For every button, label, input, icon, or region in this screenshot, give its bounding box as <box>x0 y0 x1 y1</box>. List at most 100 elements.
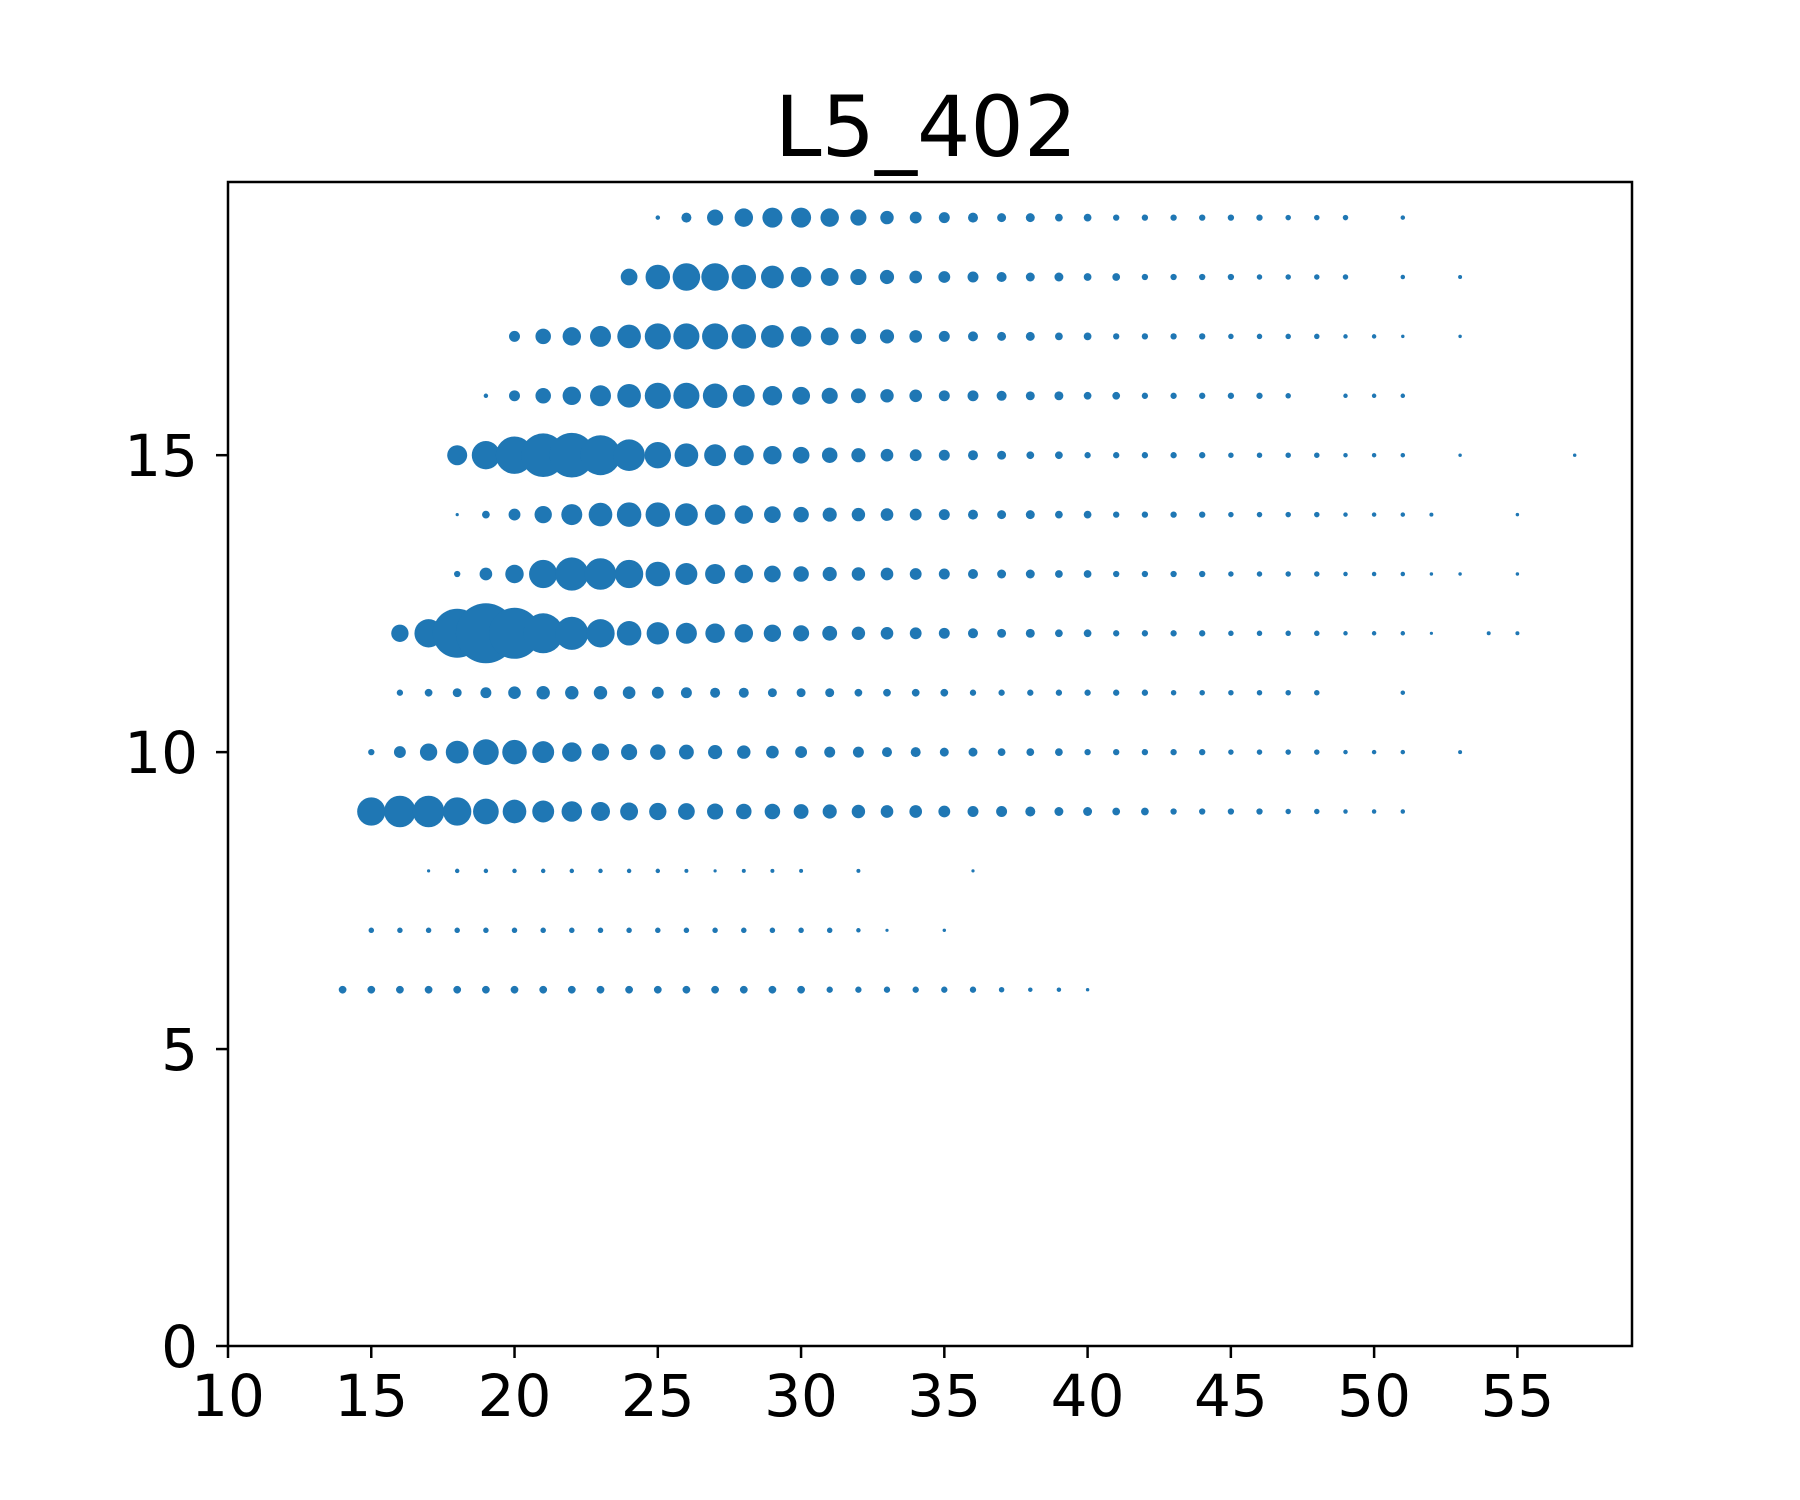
scatter-point <box>508 508 521 521</box>
scatter-point <box>1285 689 1291 696</box>
scatter-point <box>644 382 671 409</box>
scatter-point <box>620 802 639 821</box>
scatter-point <box>649 802 667 821</box>
y-tick-label: 15 <box>124 422 198 490</box>
scatter-point <box>357 797 386 826</box>
scatter-point <box>674 443 699 468</box>
scatter-point <box>1083 213 1092 222</box>
scatter-point <box>741 868 746 873</box>
scatter-point <box>938 568 950 580</box>
scatter-point <box>509 390 520 402</box>
x-tick-label: 25 <box>621 1362 695 1430</box>
scatter-point <box>821 387 838 404</box>
scatter-point <box>1400 631 1406 636</box>
scatter-point <box>535 388 551 404</box>
x-tick-label: 50 <box>1337 1362 1411 1430</box>
scatter-point <box>997 213 1007 223</box>
y-tick-label: 10 <box>124 719 198 787</box>
scatter-point <box>968 747 978 757</box>
scatter-point <box>480 687 492 699</box>
scatter-point <box>1113 333 1120 340</box>
scatter-point <box>452 688 462 698</box>
scatter-point <box>971 869 975 873</box>
scatter-point <box>909 508 922 521</box>
scatter-point <box>851 507 866 522</box>
scatter-point <box>596 985 605 994</box>
scatter-point <box>1141 392 1149 399</box>
scatter-point <box>1343 571 1348 577</box>
scatter-point <box>1400 749 1406 755</box>
scatter-point <box>593 685 608 700</box>
scatter-point <box>763 624 782 642</box>
scatter-point <box>938 212 950 224</box>
scatter-point <box>509 330 520 342</box>
scatter-point <box>998 986 1005 993</box>
scatter-point <box>1170 452 1177 459</box>
scatter-point <box>704 504 726 525</box>
scatter-point <box>996 272 1007 282</box>
scatter-point <box>911 688 920 697</box>
scatter-point <box>795 746 808 759</box>
scatter-point <box>1228 689 1234 696</box>
scatter-point <box>1256 274 1263 280</box>
scatter-point <box>483 868 489 874</box>
scatter-point <box>653 985 662 994</box>
scatter-point <box>1112 391 1121 400</box>
scatter-point <box>396 985 404 994</box>
scatter-point <box>1141 333 1149 340</box>
scatter-point <box>938 805 951 818</box>
scatter-point <box>1314 689 1320 696</box>
scatter-point <box>997 510 1007 520</box>
scatter-point <box>367 985 376 994</box>
scatter-point <box>938 627 950 639</box>
scatter-point <box>1113 748 1120 756</box>
scatter-point <box>591 743 610 761</box>
scatter-point <box>1170 214 1177 221</box>
scatter-point <box>1026 451 1035 460</box>
scatter-point <box>764 565 781 583</box>
scatter-point <box>879 269 895 285</box>
scatter-point <box>539 985 548 994</box>
scatter-point <box>967 390 979 402</box>
scatter-point <box>996 390 1007 401</box>
scatter-point <box>1028 987 1033 992</box>
x-tick-label: 35 <box>907 1362 981 1430</box>
scatter-point <box>879 329 895 344</box>
scatter-point <box>1141 273 1149 281</box>
scatter-point <box>1458 453 1462 457</box>
scatter-point <box>708 745 723 760</box>
scatter-point <box>590 385 611 407</box>
scatter-point <box>968 628 978 639</box>
chart-title: L5_402 <box>775 78 1078 176</box>
scatter-point <box>1256 333 1263 340</box>
scatter-point <box>1371 631 1377 636</box>
scatter-point <box>880 389 894 403</box>
scatter-point <box>967 806 979 817</box>
scatter-point <box>338 985 347 994</box>
scatter-point <box>1400 512 1406 517</box>
scatter-point <box>1371 452 1377 458</box>
scatter-point <box>511 927 518 934</box>
scatter-point <box>705 564 726 584</box>
scatter-point <box>1199 748 1206 756</box>
scatter-point <box>1314 214 1320 221</box>
scatter-point <box>1055 332 1063 341</box>
scatter-point <box>1113 630 1120 637</box>
scatter-point <box>1343 749 1348 755</box>
scatter-point <box>1055 213 1063 222</box>
scatter-point <box>455 513 459 517</box>
scatter-point <box>536 685 550 700</box>
scatter-point <box>644 323 671 350</box>
scatter-point <box>736 803 752 820</box>
scatter-point <box>675 503 698 526</box>
scatter-point <box>762 207 783 228</box>
scatter-point <box>424 985 433 994</box>
scatter-point <box>707 803 724 820</box>
scatter-point <box>569 868 575 874</box>
scatter-point <box>734 564 754 584</box>
scatter-point <box>1083 391 1092 400</box>
scatter-point <box>909 568 922 580</box>
scatter-point <box>617 324 641 349</box>
scatter-point <box>447 445 468 466</box>
scatter-point <box>766 745 779 759</box>
